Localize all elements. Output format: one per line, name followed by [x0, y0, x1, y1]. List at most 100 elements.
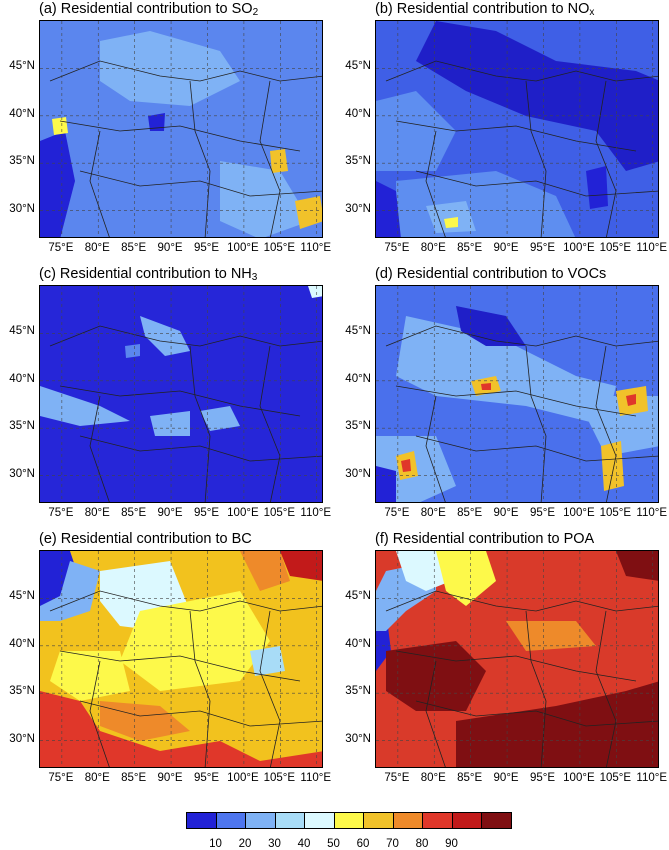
lon-tick-label: 95°E — [193, 507, 220, 519]
boundary-line — [525, 345, 547, 502]
lat-tick-label: 40°N — [345, 372, 371, 385]
map-field-e — [40, 551, 322, 767]
map-field-c — [40, 286, 322, 502]
contour-region — [401, 459, 411, 472]
lon-tick-label: 80°E — [420, 507, 446, 519]
boundary-line — [189, 80, 211, 237]
boundary-line — [395, 385, 637, 417]
lat-tick-label: 40°N — [9, 372, 35, 385]
panel-title-main: (c) Residential contribution to NH — [39, 266, 252, 282]
contour-region — [150, 411, 190, 436]
boundary-line — [385, 325, 658, 347]
lat-tick-label: 35°N — [9, 155, 35, 168]
colorbar-cell — [363, 812, 394, 829]
panel-title-b: (b) Residential contribution to NOx — [375, 1, 594, 18]
boundary-line — [59, 385, 301, 417]
lon-tick-label: 85°E — [121, 507, 147, 519]
contour-region — [396, 551, 451, 591]
lon-tick-label: 105°E — [599, 507, 632, 519]
lon-tick-label: 90°E — [493, 507, 519, 519]
lat-tick-label: 30°N — [345, 732, 371, 745]
boundary-line — [385, 60, 658, 82]
map-panel-b — [375, 20, 659, 238]
boundary-line — [79, 170, 322, 197]
panel-title-main: (f) Residential contribution to POA — [375, 531, 595, 547]
panel-title-f: (f) Residential contribution to POA — [375, 531, 594, 547]
contour-region — [586, 166, 608, 209]
boundary-line — [89, 660, 110, 767]
contour-region — [376, 181, 401, 237]
colorbar-tick-label: 60 — [356, 838, 370, 850]
contour-region — [125, 344, 140, 358]
lon-tick-label: 95°E — [193, 772, 220, 784]
lon-tick-label: 110°E — [636, 772, 668, 784]
map-panel-d — [375, 285, 659, 503]
lon-tick-label: 90°E — [493, 242, 519, 254]
contour-region — [436, 551, 496, 606]
contour-region — [616, 551, 658, 581]
lon-tick-label: 85°E — [457, 507, 483, 519]
contour-region — [376, 91, 456, 171]
lon-tick-label: 75°E — [384, 242, 410, 254]
lon-tick-label: 100°E — [563, 507, 595, 519]
boundary-line — [79, 435, 322, 462]
lon-tick-label: 95°E — [529, 507, 556, 519]
map-field-b — [376, 21, 658, 237]
contour-region — [456, 681, 658, 767]
lon-tick-label: 85°E — [457, 242, 483, 254]
boundary-line — [415, 435, 658, 462]
contour-region — [444, 217, 458, 228]
lon-tick-label: 80°E — [420, 772, 446, 784]
lon-tick-label: 100°E — [563, 242, 595, 254]
lon-tick-label: 75°E — [48, 507, 74, 519]
contour-region — [396, 316, 616, 426]
lat-tick-label: 35°N — [345, 420, 371, 433]
boundary-line — [59, 120, 301, 152]
lon-tick-label: 75°E — [384, 507, 410, 519]
contour-region — [50, 651, 130, 701]
map-panel-e — [39, 550, 323, 768]
boundary-line — [415, 170, 658, 197]
contour-region — [376, 466, 396, 502]
lat-tick-label: 30°N — [9, 202, 35, 215]
contour-region — [240, 551, 290, 591]
boundary-line — [259, 345, 281, 502]
lon-tick-label: 100°E — [227, 772, 259, 784]
contour-region — [456, 306, 526, 346]
boundary-line — [89, 130, 110, 237]
contour-region — [416, 21, 658, 171]
colorbar-tick-label: 90 — [445, 838, 458, 850]
contour-region — [52, 117, 68, 135]
contour-region — [396, 171, 576, 237]
contour-region — [40, 386, 130, 426]
boundary-line — [595, 610, 617, 767]
boundary-line — [425, 130, 446, 237]
lon-tick-label: 75°E — [48, 772, 74, 784]
lat-tick-label: 45°N — [345, 590, 371, 603]
boundary-line — [525, 80, 547, 237]
contour-region — [506, 621, 596, 651]
lat-tick-label: 35°N — [9, 685, 35, 698]
boundary-line — [49, 590, 322, 612]
lon-tick-label: 85°E — [457, 772, 483, 784]
contour-region — [280, 551, 322, 581]
contour-region — [120, 591, 270, 691]
lat-tick-label: 45°N — [345, 325, 371, 338]
contour-region — [270, 149, 288, 173]
boundary-line — [385, 590, 658, 612]
panel-title-subscript: x — [589, 7, 595, 18]
colorbar-cell — [215, 812, 246, 829]
lon-tick-label: 75°E — [384, 772, 410, 784]
lon-tick-label: 105°E — [599, 242, 632, 254]
lon-tick-label: 105°E — [599, 772, 632, 784]
panel-title-main: (b) Residential contribution to NO — [375, 1, 590, 17]
lat-tick-label: 40°N — [9, 637, 35, 650]
lon-tick-label: 105°E — [263, 772, 296, 784]
contour-region — [295, 196, 322, 229]
boundary-line — [89, 395, 110, 502]
map-panel-c — [39, 285, 323, 503]
lon-tick-label: 75°E — [48, 242, 74, 254]
contour-region — [200, 406, 240, 431]
lon-tick-label: 90°E — [493, 772, 519, 784]
colorbar-tick-label: 10 — [209, 838, 222, 850]
